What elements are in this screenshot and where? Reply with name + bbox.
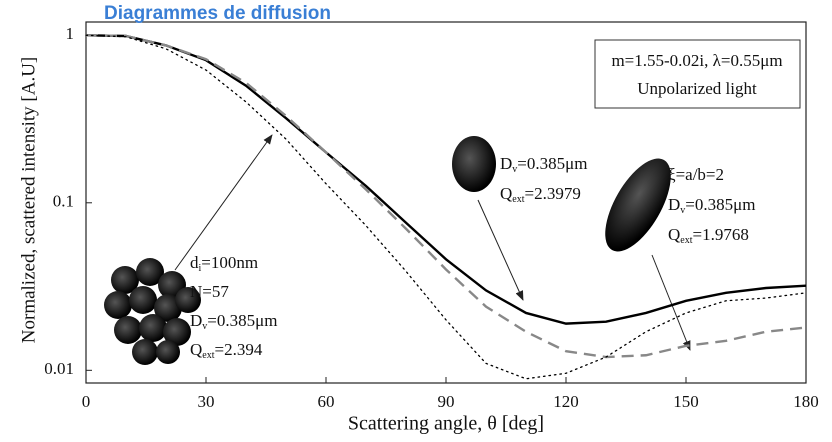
arrow: [651, 254, 691, 351]
annotation-text: =1.9768: [693, 225, 749, 244]
x-tick-label: 120: [553, 392, 579, 411]
y-tick-label: 1: [66, 24, 75, 43]
annotation-subscript: ext: [202, 350, 214, 361]
annotation: Dv=0.385μm: [190, 311, 277, 332]
sphere-particle: [452, 136, 496, 192]
annotation-text: ξ=a/b=2: [668, 165, 724, 184]
annotation-text: Q: [668, 225, 680, 244]
annotation: Dv=0.385μm: [668, 195, 755, 216]
annotation-text: =100nm: [201, 253, 258, 272]
annotation-text: =0.385μm: [207, 311, 277, 330]
annotation-text: =0.385μm: [517, 154, 587, 173]
annotation-subscript: ext: [512, 194, 524, 205]
arrow: [477, 199, 524, 301]
annotation-text: D: [500, 154, 512, 173]
particle-cluster: [104, 258, 201, 365]
annotation-subscript: i: [199, 263, 202, 274]
x-tick-label: 150: [673, 392, 699, 411]
x-tick-label: 180: [793, 392, 819, 411]
annotation-subscript: v: [512, 164, 517, 175]
y-tick-label: 0.01: [44, 359, 74, 378]
series-line: [85, 34, 807, 359]
annotation-text: m=1.55-0.02i, λ=0.55μm: [611, 51, 782, 70]
x-axis-label: Scattering angle, θ [deg]: [348, 413, 544, 435]
annotation-text: =0.385μm: [685, 195, 755, 214]
annotation: Qext=2.3979: [500, 184, 581, 205]
annotation-text: D: [190, 311, 202, 330]
x-tick-label: 90: [438, 392, 455, 411]
annotation: N=57: [190, 282, 229, 301]
annotation-subscript: v: [202, 321, 207, 332]
annotation-text: D: [668, 195, 680, 214]
annotation: m=1.55-0.02i, λ=0.55μm: [611, 51, 782, 70]
annotation: Qext=1.9768: [668, 225, 749, 246]
annotation-subscript: v: [680, 205, 685, 216]
annotation: Qext=2.394: [190, 340, 263, 361]
annotation-text: =2.394: [215, 340, 263, 359]
page-title: Diagrammes de diffusion: [104, 3, 331, 24]
annotation-text: d: [190, 253, 199, 272]
x-tick-label: 30: [198, 392, 215, 411]
arrow: [174, 134, 273, 271]
annotation: ξ=a/b=2: [668, 165, 724, 184]
annotation: Dv=0.385μm: [500, 154, 587, 175]
annotation: di=100nm: [190, 253, 258, 274]
annotation-text: Q: [190, 340, 202, 359]
annotation-text: N=57: [190, 282, 229, 301]
annotation-text: =2.3979: [525, 184, 581, 203]
x-tick-label: 0: [82, 392, 91, 411]
annotation: Unpolarized light: [637, 79, 757, 98]
x-tick-label: 60: [318, 392, 335, 411]
spheroid-particle: [605, 158, 671, 252]
y-axis-label: Normalized, scattered intensity [A.U]: [18, 57, 39, 343]
series-line: [85, 34, 807, 380]
info-box: [594, 39, 801, 109]
y-tick-label: 0.1: [53, 192, 74, 211]
annotation-text: Unpolarized light: [637, 79, 757, 98]
annotation-text: Q: [500, 184, 512, 203]
annotation-subscript: ext: [680, 235, 692, 246]
